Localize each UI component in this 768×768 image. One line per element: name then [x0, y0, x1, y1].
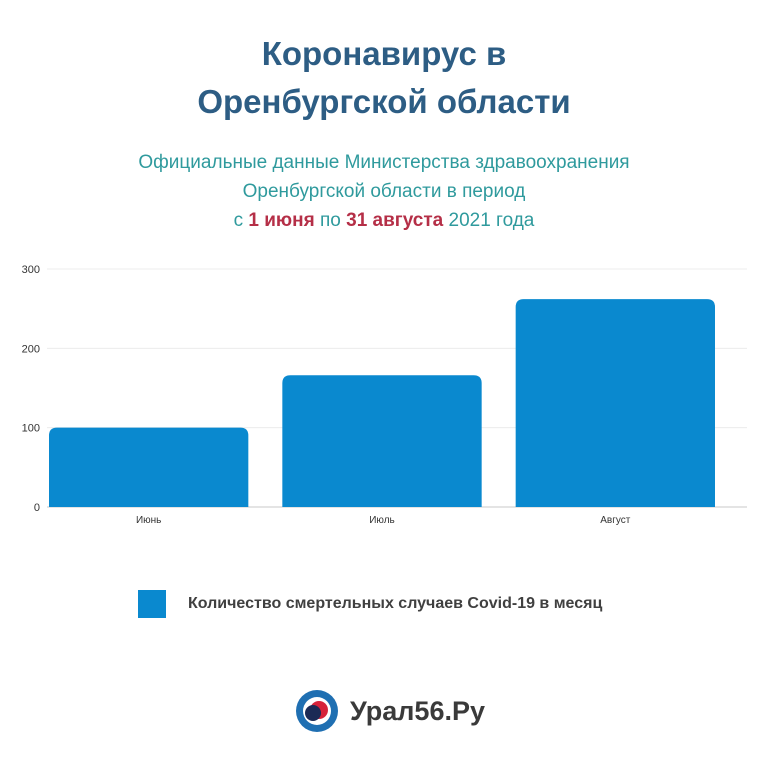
brand-name: Урал56.Ру — [350, 695, 485, 726]
legend-swatch — [138, 590, 166, 618]
page-title: Коронавирус в Оренбургской области — [0, 30, 768, 126]
ural56-logo-icon — [296, 690, 338, 732]
x-tick-label: Июнь — [136, 515, 161, 526]
x-tick-label: Август — [600, 515, 631, 526]
deaths-bar-chart: 0 100 200 300 Июнь Июль Август — [22, 264, 747, 526]
bar — [49, 427, 249, 507]
x-tick-label: Июль — [369, 515, 395, 526]
subtitle-line-2: Оренбургской области в период — [242, 181, 526, 202]
subtitle-suffix: 2021 года — [448, 210, 535, 231]
legend-label: Количество смертельных случаев Covid-19 … — [188, 595, 603, 612]
bar — [282, 375, 482, 507]
bar — [515, 299, 715, 507]
subtitle-start-date: 1 июня — [248, 210, 315, 231]
subtitle-mid: по — [319, 210, 341, 231]
page-subtitle: Официальные данные Министерства здравоох… — [0, 148, 768, 235]
chart-legend: Количество смертельных случаев Covid-19 … — [138, 590, 602, 618]
y-tick-label: 0 — [34, 502, 40, 514]
subtitle-prefix: с — [233, 210, 244, 231]
subtitle-end-date: 31 августа — [346, 210, 444, 231]
title-line-2: Оренбургской области — [197, 83, 571, 120]
y-tick-label: 200 — [22, 343, 40, 355]
subtitle-line-1: Официальные данные Министерства здравоох… — [138, 152, 630, 173]
y-tick-label: 100 — [22, 423, 40, 435]
y-tick-label: 300 — [22, 264, 40, 276]
title-line-1: Коронавирус в — [261, 35, 507, 72]
brand-logo[interactable]: Урал56.Ру — [294, 688, 485, 734]
subtitle-line-3: с 1 июня по 31 августа 2021 года — [0, 206, 768, 235]
